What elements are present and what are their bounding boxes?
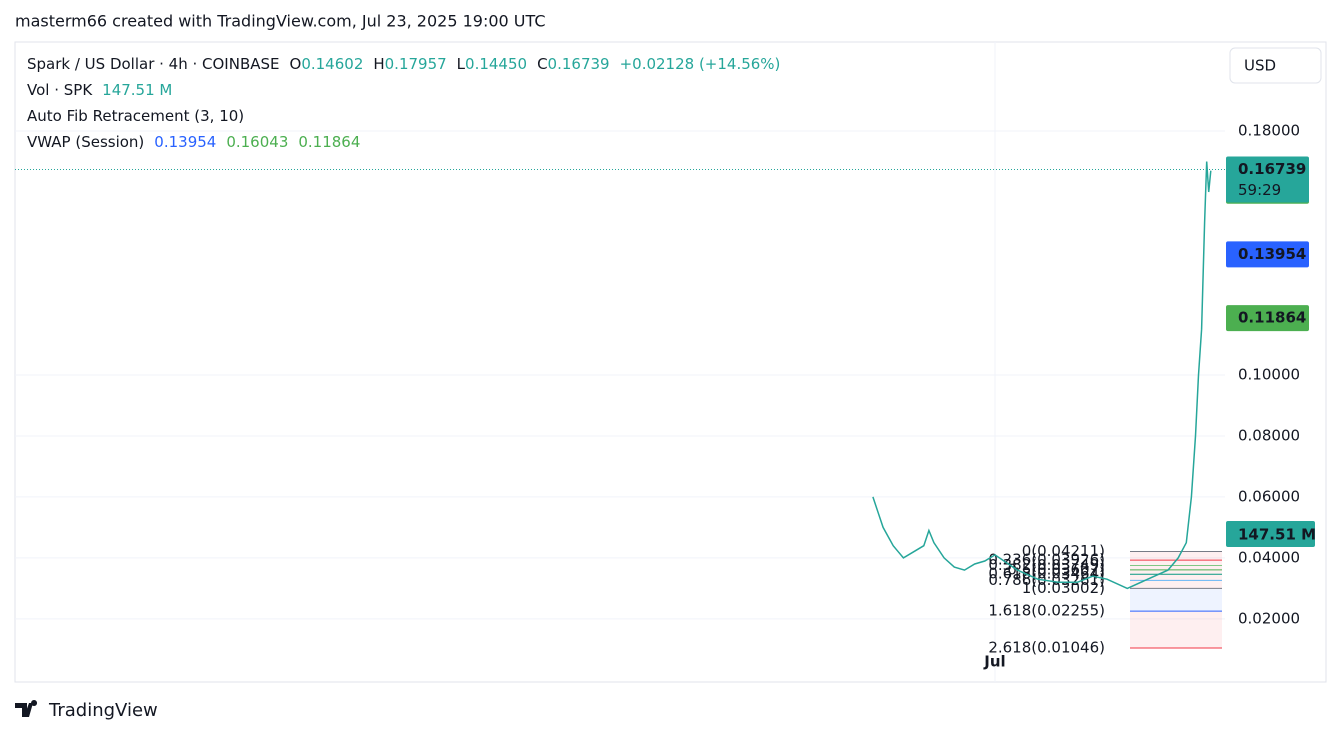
legend-text: 0.13954 bbox=[154, 133, 216, 151]
last-price-label: 0.16739 bbox=[1238, 160, 1306, 178]
legend-text: H bbox=[373, 55, 384, 73]
legend-text: O bbox=[290, 55, 302, 73]
y-tick-label: 0.06000 bbox=[1238, 487, 1300, 505]
volume-badge bbox=[1226, 521, 1315, 547]
currency-button[interactable] bbox=[1229, 47, 1322, 84]
legend-row: Vol · SPK 147.51 M bbox=[27, 81, 172, 99]
legend-text: +0.02128 (+14.56%) bbox=[620, 55, 781, 73]
y-tick-label: 0.08000 bbox=[1238, 426, 1300, 444]
legend-row: Spark / US Dollar · 4h · COINBASE O0.1460… bbox=[27, 55, 780, 73]
y-tick-label: 0.10000 bbox=[1238, 365, 1300, 383]
countdown: 59:29 bbox=[1238, 181, 1281, 199]
fib-label: 0.236(0.03926) bbox=[988, 551, 1105, 569]
fib-label: 0.618(0.03464) bbox=[988, 565, 1105, 583]
volume-axis-label: 147.51 M bbox=[1238, 526, 1316, 544]
y-tick-label: 0.18000 bbox=[1238, 122, 1300, 140]
legend-row: Auto Fib Retracement (3, 10) bbox=[27, 107, 244, 125]
fib-label: 2.618(0.01046) bbox=[988, 638, 1105, 656]
legend-text: Auto Fib Retracement (3, 10) bbox=[27, 107, 244, 125]
fib-label: 0.5(0.03607) bbox=[1007, 560, 1105, 578]
legend-text: Vol · SPK bbox=[27, 81, 93, 99]
legend-text: C bbox=[537, 55, 547, 73]
vwap-badge bbox=[1226, 305, 1309, 332]
x-tick-label: Jul bbox=[983, 653, 1005, 671]
legend-row: VWAP (Session) 0.13954 0.16043 0.11864 bbox=[27, 133, 360, 151]
y-tick-label: 0.04000 bbox=[1238, 548, 1300, 566]
vwap-badge bbox=[1226, 241, 1309, 268]
fib-zone bbox=[1130, 588, 1222, 612]
last-price-badge bbox=[1226, 156, 1309, 203]
legend-text: L bbox=[457, 55, 466, 73]
legend-text: 0.17957 bbox=[385, 55, 447, 73]
chart-frame bbox=[14, 41, 1327, 683]
fib-label: 1.618(0.02255) bbox=[988, 602, 1105, 620]
legend: Spark / US Dollar · 4h · COINBASE O0.1460… bbox=[27, 55, 780, 151]
legend-text: 0.11864 bbox=[298, 133, 360, 151]
vwap-label: 0.13954 bbox=[1238, 245, 1306, 263]
legend-text: Spark / US Dollar · 4h · COINBASE bbox=[27, 55, 280, 73]
legend-text: 0.16043 bbox=[226, 133, 288, 151]
logo bbox=[15, 700, 38, 717]
legend-text: 147.51 M bbox=[102, 81, 172, 99]
legend-text: 0.16739 bbox=[548, 55, 610, 73]
legend-text: 0.14450 bbox=[465, 55, 527, 73]
legend-text: VWAP (Session) bbox=[27, 133, 144, 151]
currency: USD bbox=[1244, 57, 1276, 75]
fib-label: 0(0.04211) bbox=[1022, 542, 1105, 560]
footer-brand: TradingView bbox=[48, 700, 158, 721]
price-line bbox=[872, 161, 1212, 590]
fib-label: 1(0.03002) bbox=[1022, 579, 1105, 597]
fib-zone bbox=[1130, 611, 1222, 648]
legend-text: 0.14602 bbox=[301, 55, 363, 73]
y-tick-label: 0.02000 bbox=[1238, 609, 1300, 627]
vwap-label: 0.11864 bbox=[1238, 309, 1306, 327]
header: masterm66 created with TradingView.com, … bbox=[15, 12, 546, 31]
